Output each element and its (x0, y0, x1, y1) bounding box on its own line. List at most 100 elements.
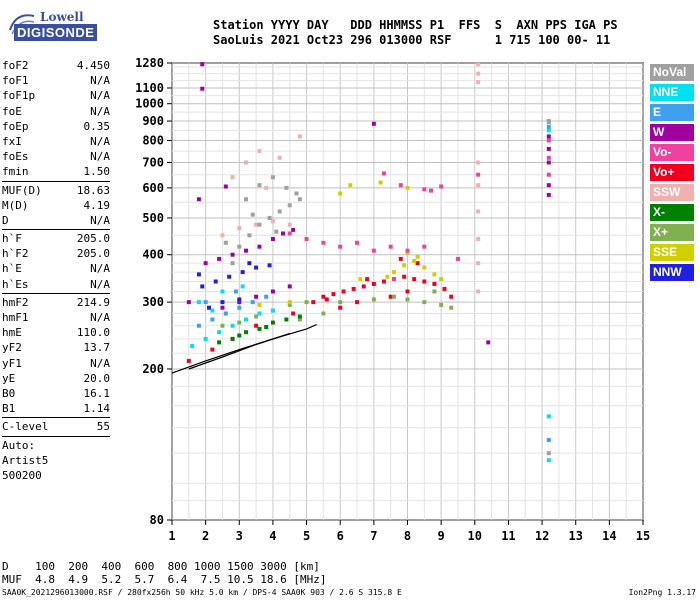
param-row: hmF1 N/A (2, 310, 110, 325)
echo-point (405, 248, 410, 253)
param-separator (2, 417, 110, 419)
param-row: foEp 0.35 (2, 119, 110, 134)
echo-point (217, 340, 222, 345)
param-row: Auto: (2, 438, 110, 453)
echo-point (270, 219, 275, 224)
echo-point (186, 358, 191, 363)
echo-point (321, 240, 326, 245)
echo-point (237, 333, 242, 338)
echo-point (476, 261, 481, 266)
echo-point (237, 305, 242, 310)
echo-point (546, 172, 551, 177)
echo-point (546, 160, 551, 165)
echo-point (398, 183, 403, 188)
echo-point (449, 294, 454, 299)
param-value: 205.0 (76, 247, 110, 261)
echo-point (270, 289, 275, 294)
param-name: foF2 (2, 59, 29, 72)
distance-muf-table: D 100 200 400 600 800 1000 1500 3000 [km… (2, 560, 327, 586)
logo-swirl-icon (9, 14, 35, 35)
param-value: 4.19 (83, 198, 111, 212)
scaled-parameters-panel: foF2 4.450 foF1 N/A foF1p N/A foE N/A foEp 0.35 fx… (2, 58, 110, 483)
param-row: h`E N/A (2, 261, 110, 276)
echo-point (546, 155, 551, 160)
echo-point (220, 323, 225, 328)
x-tick-label: 10 (468, 529, 482, 543)
echo-point (287, 302, 292, 307)
echo-point (203, 300, 208, 305)
echo-point (244, 330, 249, 335)
y-tick-label: 900 (142, 114, 164, 128)
echo-point (338, 305, 343, 310)
echo-point (200, 284, 205, 289)
param-row: foF1p N/A (2, 88, 110, 103)
echo-point (230, 175, 235, 180)
echo-point (365, 277, 370, 282)
param-value: N/A (90, 277, 110, 291)
echo-point (267, 263, 272, 268)
echo-point (546, 124, 551, 129)
param-value: 0.35 (83, 119, 111, 133)
echo-point (277, 209, 282, 214)
echo-point (546, 451, 551, 456)
param-value: 214.9 (76, 295, 110, 309)
param-row: MUF(D) 18.63 (2, 183, 110, 198)
echo-point (281, 231, 286, 236)
echo-point (217, 256, 222, 261)
param-value: N/A (90, 262, 110, 276)
echo-point (476, 209, 481, 214)
echo-point (247, 233, 252, 238)
echo-point (546, 183, 551, 188)
legend-item: SSW (650, 184, 694, 201)
echo-point (237, 244, 242, 249)
y-tick-label: 1000 (135, 97, 164, 111)
echo-point (422, 265, 427, 270)
param-name: foEp (2, 119, 29, 133)
echo-point (210, 317, 215, 322)
echo-point (196, 197, 201, 202)
echo-point (223, 240, 228, 245)
echo-point (274, 229, 279, 234)
echo-point (398, 256, 403, 261)
echo-point (297, 317, 302, 322)
param-row: h`Es N/A (2, 277, 110, 292)
echo-point (257, 302, 262, 307)
echo-point (270, 237, 275, 242)
echo-point (546, 458, 551, 463)
echo-point (546, 414, 551, 419)
param-name: hmF2 (2, 295, 29, 309)
param-value: 13.7 (83, 341, 111, 355)
echo-point (203, 336, 208, 341)
param-name: h`F (2, 232, 22, 246)
echo-point (546, 134, 551, 139)
file-info-footer: SAA0K_2021296013000.RSF / 280fx256h 50 k… (2, 588, 402, 597)
echo-point (371, 248, 376, 253)
x-tick-label: 1 (168, 529, 175, 543)
x-tick-label: 6 (337, 529, 344, 543)
echo-point (240, 270, 245, 275)
echo-point (294, 191, 299, 196)
echo-point (429, 188, 434, 193)
echo-point (355, 300, 360, 305)
echo-point (439, 184, 444, 189)
y-tick-label: 1280 (135, 56, 164, 70)
echo-point (287, 203, 292, 208)
echo-point (476, 62, 481, 67)
echo-point (297, 197, 302, 202)
echo-point (220, 289, 225, 294)
param-name: Auto: (2, 438, 36, 452)
echo-point (405, 297, 410, 302)
echo-point (476, 160, 481, 165)
echo-point (291, 311, 296, 316)
echo-point (250, 300, 255, 305)
echo-point (321, 294, 326, 299)
param-name: foE (2, 104, 22, 118)
param-name: Artist5 (2, 453, 49, 467)
param-value: 18.63 (76, 183, 110, 197)
echo-point (230, 261, 235, 266)
param-value: N/A (90, 311, 110, 324)
echo-point (371, 281, 376, 286)
param-row: h`F2 205.0 (2, 246, 110, 261)
param-row: hmF2 214.9 (2, 295, 110, 310)
echo-point (267, 215, 272, 220)
